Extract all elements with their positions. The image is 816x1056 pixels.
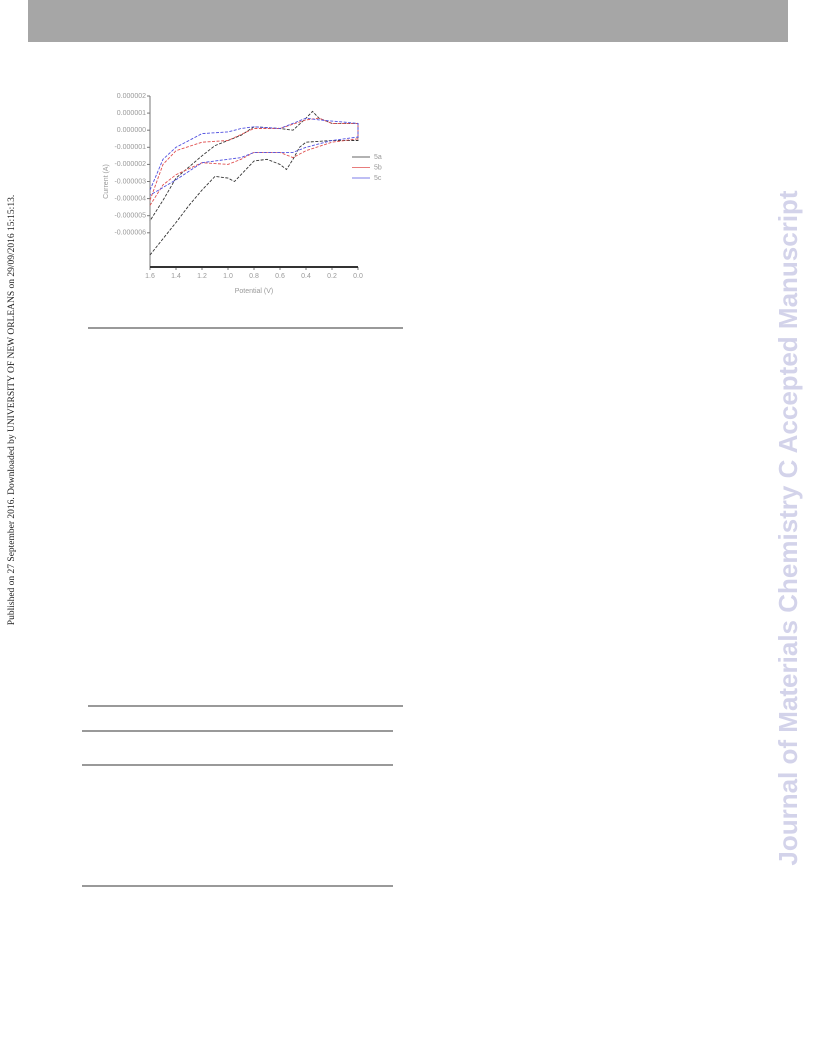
legend-label: 5b <box>374 164 382 171</box>
x-tick-label: 0.6 <box>275 273 285 280</box>
header-bar <box>28 0 788 42</box>
y-tick-label: 0.000000 <box>117 127 146 134</box>
series-line <box>149 117 359 196</box>
y-tick-label: 0.000001 <box>117 110 146 117</box>
sidebar-note: Published on 27 September 2016. Download… <box>7 195 17 625</box>
y-tick-label: -0.000002 <box>114 161 146 168</box>
y-tick-label: -0.000004 <box>114 195 146 202</box>
y-tick-label: 0.000002 <box>117 93 146 100</box>
x-axis-title: Potential (V) <box>235 288 274 295</box>
y-tick-label: -0.000006 <box>114 230 146 237</box>
y-tick-label: -0.000001 <box>114 144 146 151</box>
x-tick-label: 1.0 <box>223 273 233 280</box>
x-tick-label: 0.2 <box>327 273 337 280</box>
watermark: Journal of Materials Chemistry C Accepte… <box>773 190 803 866</box>
y-axis-title: Current (A) <box>103 164 110 199</box>
x-tick-label: 0.0 <box>353 273 363 280</box>
y-tick-label: -0.000005 <box>114 213 146 220</box>
x-tick-label: 0.8 <box>249 273 259 280</box>
x-tick-label: 0.4 <box>301 273 311 280</box>
series-line <box>149 110 359 256</box>
chart: 0.000002 0.000001 0.000000 -0.000001 -0.0000… <box>103 93 382 295</box>
x-tick-label: 1.4 <box>171 273 181 280</box>
legend-label: 5a <box>374 154 382 161</box>
y-tick-label: -0.000003 <box>114 178 146 185</box>
series-line <box>149 117 359 206</box>
legend-label: 5c <box>374 175 382 182</box>
x-tick-label: 1.2 <box>197 273 207 280</box>
x-tick-label: 1.6 <box>145 273 155 280</box>
